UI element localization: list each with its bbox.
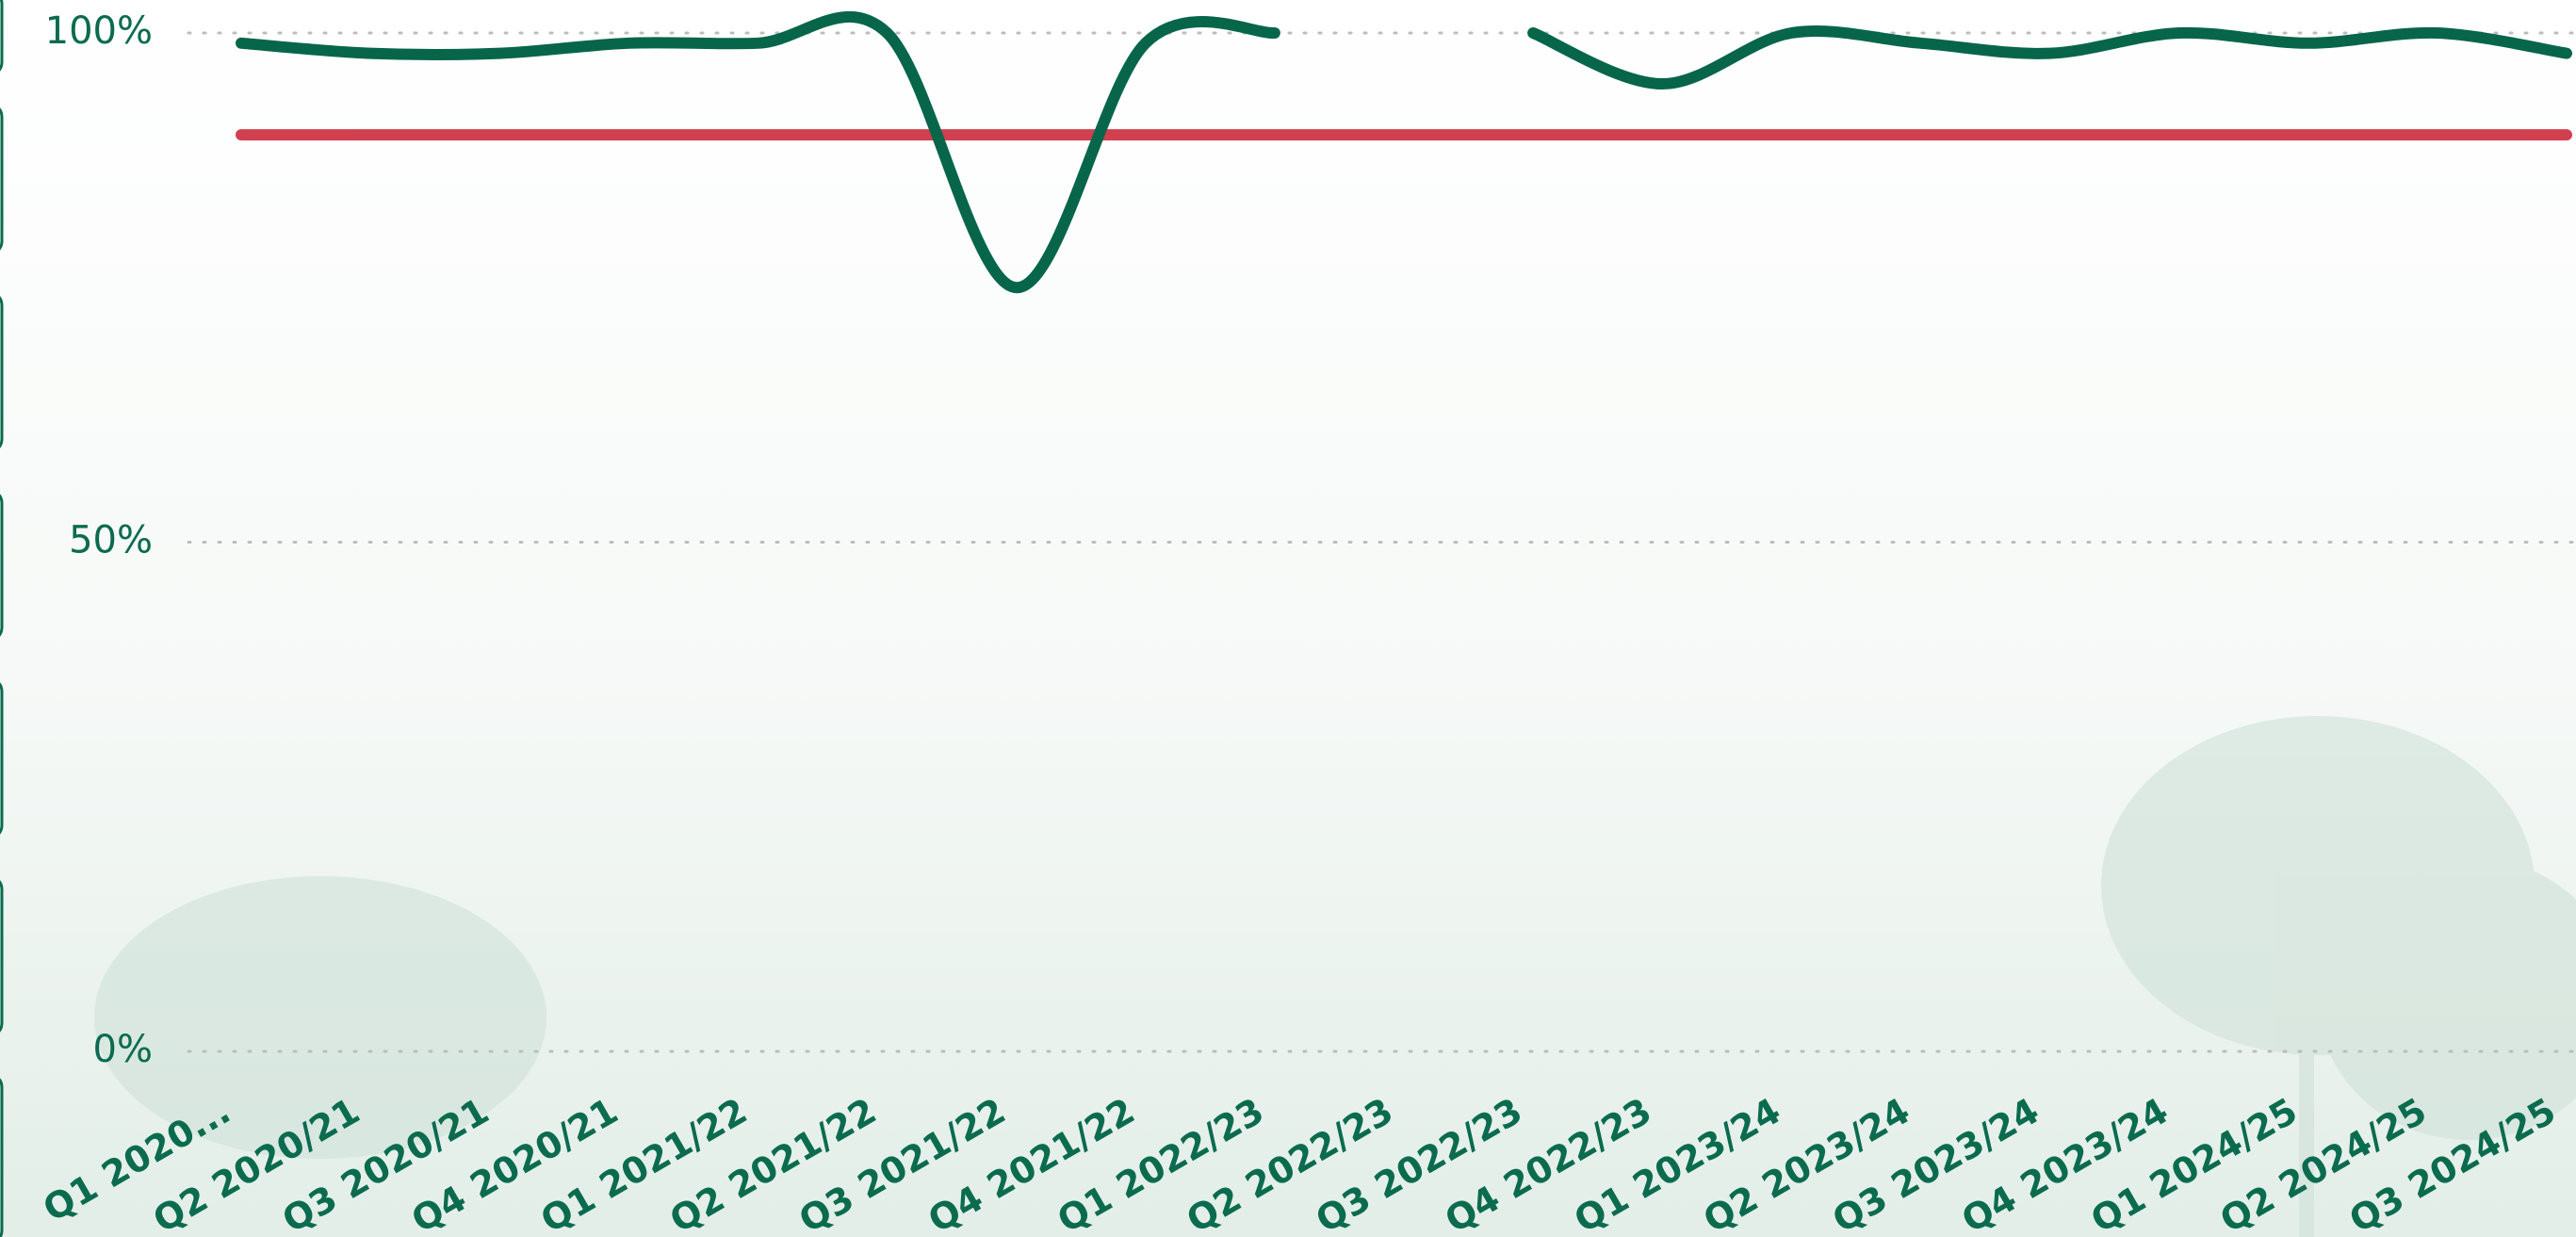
line-series — [236, 10, 1280, 294]
decor-trees — [94, 716, 2576, 1237]
y-tick-label: 50% — [69, 519, 153, 562]
side-brackets — [0, 0, 4, 1237]
y-tick-label: 0% — [93, 1028, 153, 1071]
y-tick-label: 100% — [45, 9, 153, 53]
line-series — [1527, 25, 2572, 90]
